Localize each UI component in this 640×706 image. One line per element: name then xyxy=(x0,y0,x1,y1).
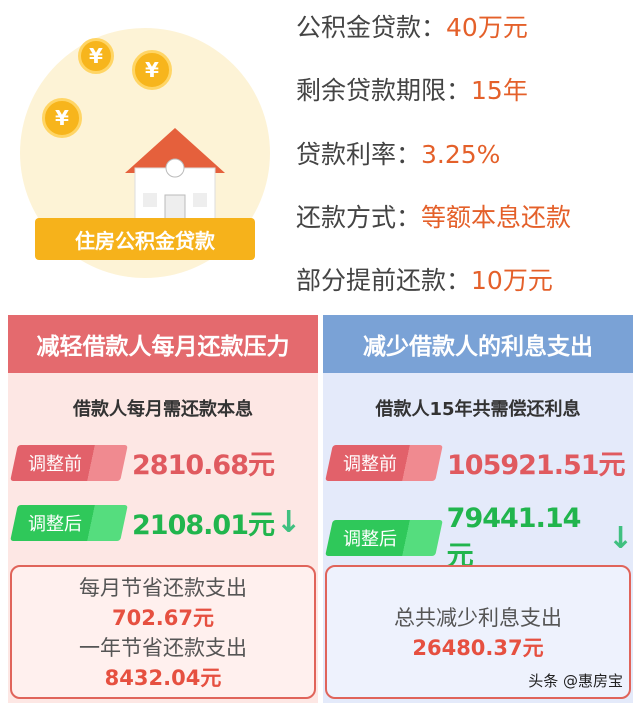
after-value: 2108.01元 xyxy=(132,510,275,541)
coin-icon: ¥ xyxy=(132,50,172,90)
savings-box: 总共减少利息支出 26480.37元 xyxy=(325,565,631,699)
before-tag: 调整前 xyxy=(325,444,443,481)
info-prepayment: 部分提前还款：10万元 xyxy=(296,266,553,295)
yearly-savings-value: 8432.04元 xyxy=(104,666,222,690)
panel-title: 减少借款人的利息支出 xyxy=(323,315,633,373)
monthly-savings-value: 702.67元 xyxy=(111,606,215,630)
interest-panel: 减少借款人的利息支出 借款人15年共需偿还利息 调整前 105921.51元 调… xyxy=(323,315,633,703)
info-remaining-term: 剩余贷款期限：15年 xyxy=(296,76,528,105)
after-tag: 调整后 xyxy=(325,520,443,556)
down-arrow-icon: ↓ xyxy=(275,505,302,540)
monthly-pressure-panel: 减轻借款人每月还款压力 借款人每月需还款本息 调整前 2810.68元 调整后 … xyxy=(8,315,318,703)
before-row: 调整前 2810.68元 xyxy=(10,443,275,482)
panel-subtitle: 借款人每月需还款本息 xyxy=(73,399,253,420)
info-interest-rate: 贷款利率：3.25% xyxy=(296,140,501,169)
before-value: 2810.68元 xyxy=(132,450,275,481)
total-interest-savings-value: 26480.37元 xyxy=(412,636,544,660)
after-value: 79441.14元 xyxy=(446,503,582,572)
house-icon xyxy=(125,128,225,233)
monthly-savings-label: 每月节省还款支出 xyxy=(79,576,247,600)
house-illustration: ¥ ¥ ¥ 住房公积金贷款 xyxy=(20,28,270,278)
yearly-savings-label: 一年节省还款支出 xyxy=(79,636,247,660)
info-loan-amount: 公积金贷款：40万元 xyxy=(296,13,528,42)
panel-title: 减轻借款人每月还款压力 xyxy=(8,315,318,373)
after-row: 调整后 79441.14元 ↓ xyxy=(325,503,633,573)
after-tag: 调整后 xyxy=(10,504,128,541)
after-row: 调整后 2108.01元 ↓ xyxy=(10,503,302,542)
panel-subtitle: 借款人15年共需偿还利息 xyxy=(375,399,581,420)
loan-type-badge: 住房公积金贷款 xyxy=(35,218,255,260)
coin-icon: ¥ xyxy=(78,38,114,74)
watermark: 头条 @惠房宝 xyxy=(528,672,623,690)
down-arrow-icon: ↓ xyxy=(607,520,633,556)
savings-box: 每月节省还款支出 702.67元 一年节省还款支出 8432.04元 xyxy=(10,565,316,699)
before-row: 调整前 105921.51元 xyxy=(325,443,626,482)
info-repayment-method: 还款方式：等额本息还款 xyxy=(296,203,572,232)
total-interest-savings-label: 总共减少利息支出 xyxy=(394,606,562,630)
coin-icon: ¥ xyxy=(42,98,82,138)
before-tag: 调整前 xyxy=(10,444,128,481)
before-value: 105921.51元 xyxy=(447,450,626,481)
